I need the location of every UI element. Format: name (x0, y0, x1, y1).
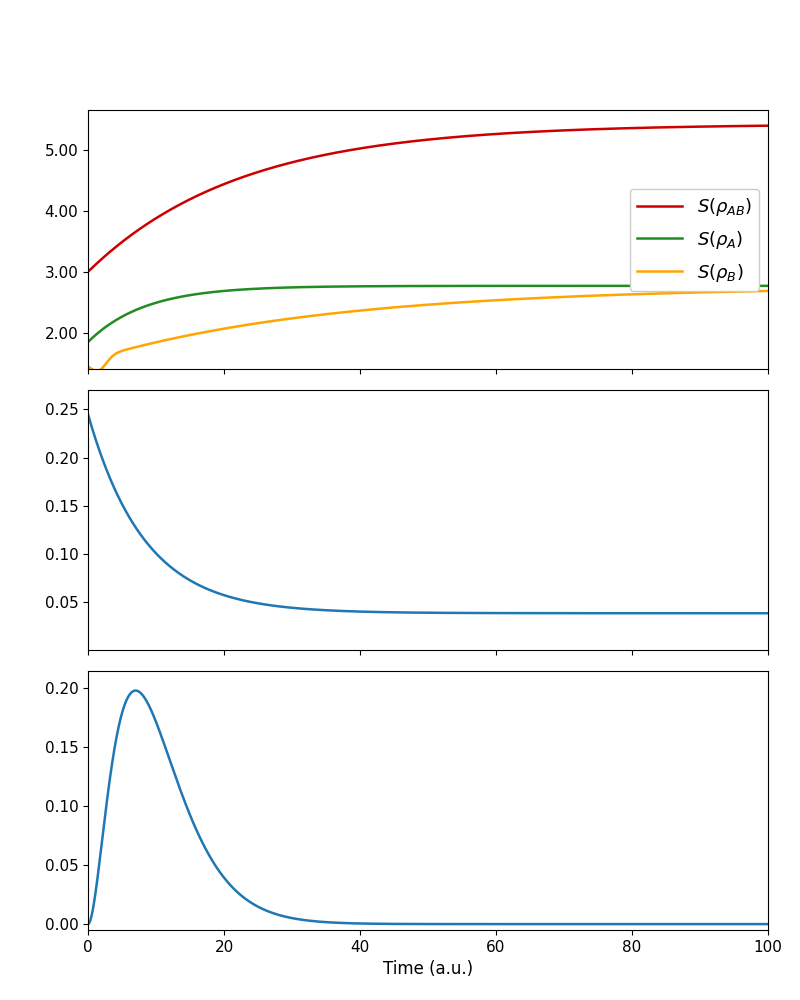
$S(\rho_A)$ (743, 280, 753, 292)
$S(\rho_B)$ (414, 299, 424, 311)
$S(\rho_A)$ (618, 280, 628, 292)
$S(\rho_A)$ (83, 336, 93, 348)
$S(\rho_{AB})$ (743, 120, 753, 132)
$S(\rho_{AB})$ (763, 120, 773, 132)
$S(\rho_B)$ (92, 365, 102, 377)
$S(\rho_B)$ (743, 285, 753, 297)
$S(\rho_{AB})$ (414, 135, 423, 147)
$S(\rho_B)$ (83, 360, 93, 372)
$S(\rho_{AB})$ (118, 235, 127, 247)
Line: $S(\rho_A)$: $S(\rho_A)$ (88, 286, 768, 342)
$S(\rho_{AB})$ (743, 120, 753, 132)
$S(\rho_A)$ (396, 280, 406, 292)
$S(\rho_{AB})$ (396, 137, 406, 149)
$S(\rho_B)$ (396, 301, 406, 313)
$S(\rho_B)$ (619, 289, 629, 301)
$S(\rho_A)$ (414, 280, 423, 292)
$S(\rho_A)$ (743, 280, 753, 292)
$S(\rho_B)$ (118, 345, 128, 357)
$S(\rho_A)$ (763, 280, 773, 292)
$S(\rho_{AB})$ (83, 266, 93, 278)
Line: $S(\rho_B)$: $S(\rho_B)$ (88, 291, 768, 371)
Legend: $S(\rho_{AB})$, $S(\rho_A)$, $S(\rho_B)$: $S(\rho_{AB})$, $S(\rho_A)$, $S(\rho_B)$ (630, 189, 759, 291)
Line: $S(\rho_{AB})$: $S(\rho_{AB})$ (88, 126, 768, 272)
$S(\rho_A)$ (118, 310, 127, 322)
$S(\rho_B)$ (763, 285, 773, 297)
$S(\rho_{AB})$ (618, 122, 628, 134)
X-axis label: Time (a.u.): Time (a.u.) (383, 960, 473, 978)
$S(\rho_B)$ (744, 285, 754, 297)
